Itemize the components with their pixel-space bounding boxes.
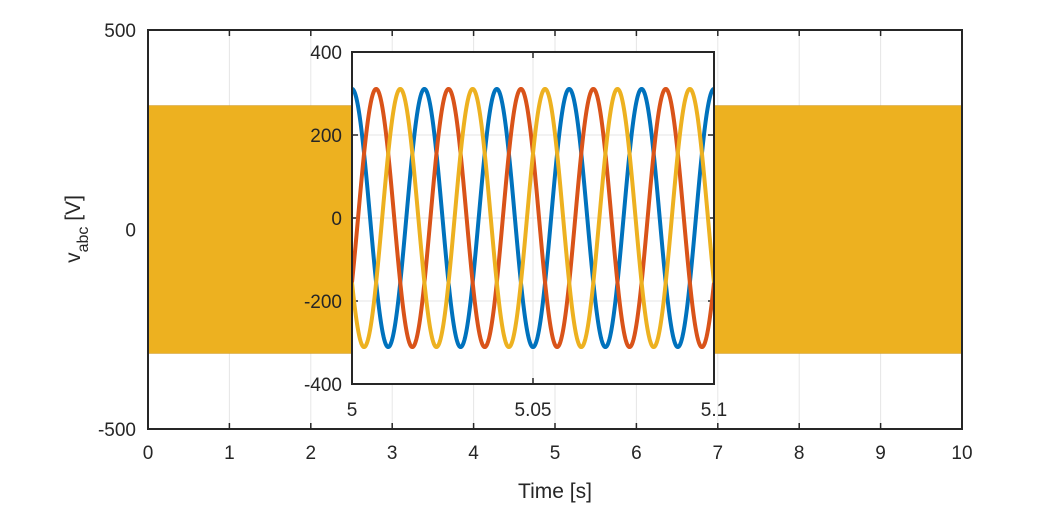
- inset-y-tick-label: 200: [310, 126, 342, 147]
- main-x-tick-label: 2: [306, 443, 317, 464]
- main-x-tick-label: 7: [713, 443, 724, 464]
- y-axis-label-base: v: [62, 252, 85, 263]
- inset-x-tick-label: 5.1: [701, 400, 727, 421]
- y-axis-label-unit: [V]: [62, 195, 85, 227]
- main-x-tick-label: 8: [794, 443, 805, 464]
- inset-axes: 5 5.05 5.1 -400 -200 0 200 400: [304, 43, 727, 421]
- main-frame: [147, 29, 963, 430]
- main-y-tick-labels: -500 0 500: [98, 21, 136, 441]
- inset-x-tick-label: 5: [347, 400, 358, 421]
- main-y-tick-label: 0: [125, 221, 136, 242]
- main-y-tick-label: -500: [98, 420, 136, 441]
- inset-x-tick-label: 5.05: [515, 400, 552, 421]
- x-axis-label: Time [s]: [518, 480, 592, 503]
- inset-y-tick-label: -200: [304, 292, 342, 313]
- inset-x-tick-labels: 5 5.05 5.1: [347, 400, 728, 421]
- y-axis-label: vabc [V]: [62, 195, 92, 263]
- main-x-tick-label: 9: [875, 443, 886, 464]
- main-x-tick-label: 1: [224, 443, 235, 464]
- main-x-tick-label: 5: [550, 443, 561, 464]
- main-x-tick-label: 4: [468, 443, 479, 464]
- main-x-tick-label: 6: [631, 443, 642, 464]
- y-axis-label-sub: abc: [75, 227, 92, 253]
- main-x-tick-label: 10: [951, 443, 972, 464]
- inset-y-tick-label: 0: [331, 209, 342, 230]
- inset-frame: [351, 51, 715, 385]
- inset-y-tick-label: -400: [304, 375, 342, 396]
- main-x-tick-label: 0: [143, 443, 154, 464]
- inset-y-tick-label: 400: [310, 43, 342, 64]
- main-y-tick-label: 500: [104, 21, 136, 42]
- inset-series: [352, 86, 714, 350]
- inset-series-3-line: [352, 86, 714, 350]
- inset-y-tick-labels: -400 -200 0 200 400: [304, 43, 342, 396]
- main-x-tick-label: 3: [387, 443, 398, 464]
- main-x-tick-labels: 0 1 2 3 4 5 6 7 8 9 10: [143, 443, 973, 464]
